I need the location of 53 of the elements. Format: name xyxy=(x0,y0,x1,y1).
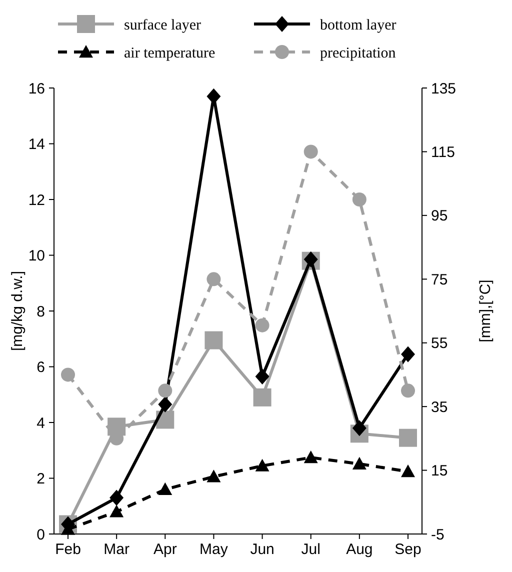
point xyxy=(304,450,318,464)
point xyxy=(204,331,223,350)
y-tick-label: 2 xyxy=(36,470,45,488)
y-tick-label: 12 xyxy=(28,192,45,209)
point xyxy=(158,482,172,495)
point xyxy=(206,272,221,286)
legend-label: precipitation xyxy=(320,45,396,62)
y-tick-label: 4 xyxy=(36,414,45,432)
y-tick-label: 14 xyxy=(28,136,45,153)
y2-tick-label: 115 xyxy=(431,144,455,161)
point xyxy=(110,490,124,506)
point xyxy=(158,396,172,412)
legend-label: bottom layer xyxy=(320,17,396,34)
x-tick-label: Jul xyxy=(301,541,320,558)
legend-label: air temperature xyxy=(124,45,216,62)
y-tick-label: 6 xyxy=(36,359,45,376)
legend-label: surface layer xyxy=(124,17,202,34)
point xyxy=(253,388,272,406)
x-tick-label: Mar xyxy=(104,541,130,558)
point xyxy=(352,192,366,206)
point xyxy=(206,470,221,482)
x-tick-label: Jun xyxy=(250,541,274,558)
x-tick-label: Aug xyxy=(346,541,373,558)
point xyxy=(352,420,366,436)
point xyxy=(401,384,415,398)
y2-tick-label: 55 xyxy=(431,335,448,352)
y-tick-label: 0 xyxy=(36,526,45,544)
x-tick-label: Feb xyxy=(55,541,81,558)
y2-tick-label: 135 xyxy=(431,80,456,98)
point xyxy=(352,456,366,470)
point xyxy=(401,464,415,478)
y2-tick-label: 95 xyxy=(431,208,448,225)
point xyxy=(255,368,270,385)
point xyxy=(401,346,415,362)
point xyxy=(255,458,270,472)
y-tick-label: 8 xyxy=(36,303,45,320)
point xyxy=(399,428,417,447)
y-tick-label: 10 xyxy=(28,248,45,264)
y-tick-label: 16 xyxy=(28,80,45,98)
x-tick-label: Sep xyxy=(394,541,422,558)
point xyxy=(304,144,318,159)
y2-axis-title: [mm],[°C] xyxy=(477,280,494,342)
y2-tick-label: 35 xyxy=(431,398,448,416)
x-tick-label: Apr xyxy=(153,541,177,558)
y-axis-title: [mg/kg d.w.] xyxy=(9,270,26,352)
point xyxy=(110,504,124,518)
x-tick-label: May xyxy=(200,541,228,558)
point xyxy=(158,384,172,398)
y2-tick-label: -5 xyxy=(431,526,444,544)
point xyxy=(255,318,270,332)
y2-tick-label: 75 xyxy=(431,271,448,288)
y2-tick-label: 15 xyxy=(431,462,448,480)
point xyxy=(61,368,75,382)
